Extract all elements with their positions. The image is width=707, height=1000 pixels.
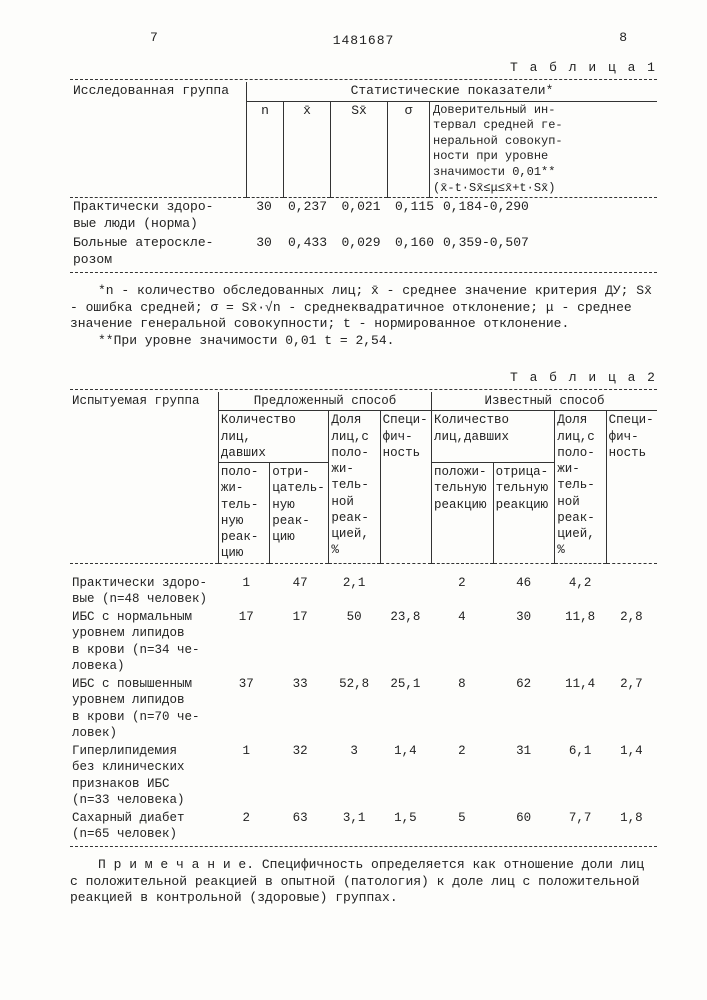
t1-col-x: x̄: [284, 101, 331, 198]
t1-row-sig: 0,115: [389, 198, 440, 234]
t1-row-ci: 0,359-0,507: [440, 234, 657, 270]
t2-cell: 17: [221, 608, 272, 675]
t2-col-pos: поло- жи- тель- ную реак- цию: [218, 463, 269, 564]
t2-col-prop: Предложенный способ: [218, 392, 431, 411]
t2-cell: 1,8: [606, 809, 657, 844]
t1-row-x: 0,433: [282, 234, 333, 270]
t2-col-share: Доля лиц,с поло- жи- тель- ной реак- цие…: [329, 411, 380, 563]
t2-cell: 50: [328, 608, 379, 675]
t1-row-x: 0,237: [282, 198, 333, 234]
t1-col-n: n: [247, 101, 284, 198]
t2-cell: 8: [431, 675, 493, 742]
t2-row-group: ИБС с повышенным уровнем липидов в крови…: [70, 675, 221, 742]
divider: [70, 846, 657, 847]
t2-row-group: Практически здоро- вые (n=48 человек): [70, 574, 221, 609]
table2-header: Испытуемая группа Предложенный способ Из…: [70, 392, 657, 564]
t1-col-ci: Доверительный ин- тервал средней ге- нер…: [430, 101, 658, 198]
t2-cell: 63: [272, 809, 329, 844]
divider: [70, 272, 657, 273]
t2-cell: 2: [431, 574, 493, 609]
table1: Исследованная группа Статистические пока…: [70, 82, 657, 198]
divider: [70, 389, 657, 390]
t2-cell: 32: [272, 742, 329, 809]
t1-row-n: 30: [246, 198, 282, 234]
t1-note2: **При уровне значимости 0,01 t = 2,54.: [70, 333, 657, 350]
t2-cell: 2: [431, 742, 493, 809]
t2-cell: 17: [272, 608, 329, 675]
t2-cell: [380, 574, 431, 609]
t2-cell: 30: [493, 608, 555, 675]
t2-col-neg2: отрица- тельную реакцию: [493, 463, 555, 564]
t1-row-ci: 0,184-0,290: [440, 198, 657, 234]
table2-note: П р и м е ч а н и е. Специфичность опред…: [70, 857, 657, 908]
t2-cell: 1,4: [380, 742, 431, 809]
t1-row-s: 0,021: [333, 198, 389, 234]
t1-col-group: Исследованная группа: [70, 82, 247, 198]
divider: [70, 79, 657, 80]
t2-row-group: ИБС с нормальным уровнем липидов в крови…: [70, 608, 221, 675]
t2-col-count2: Количество лиц,давших: [432, 411, 555, 463]
t2-cell: 4: [431, 608, 493, 675]
t1-col-sig: σ: [388, 101, 430, 198]
t2-cell: 6,1: [554, 742, 605, 809]
t2-col-spec: Специ- фич- ность: [380, 411, 431, 563]
t2-cell: 2,1: [328, 574, 379, 609]
t2-cell: 31: [493, 742, 555, 809]
t1-row-sig: 0,160: [389, 234, 440, 270]
t2-cell: 33: [272, 675, 329, 742]
page-left: 7: [150, 30, 158, 47]
t2-col-known: Известный способ: [432, 392, 657, 411]
t1-row-n: 30: [246, 234, 282, 270]
t1-col-stats: Статистические показатели*: [247, 82, 658, 101]
table2-title: Т а б л и ц а 2: [70, 370, 657, 387]
t2-row-group: Гиперлипидемия без клинических признаков…: [70, 742, 221, 809]
t2-cell: 62: [493, 675, 555, 742]
t2-col-pos2: положи- тельную реакцию: [432, 463, 494, 564]
table1-rows: Практически здоро- вые люди (норма) 30 0…: [70, 198, 657, 270]
t2-col-share2: Доля лиц,с поло- жи- тель- ной реак- цие…: [555, 411, 606, 563]
table2-rows: Практически здоро- вые (n=48 человек) 1 …: [70, 574, 657, 844]
t2-cell: 25,1: [380, 675, 431, 742]
t2-col-spec2: Специ- фич- ность: [606, 411, 657, 563]
t2-col-group: Испытуемая группа: [70, 392, 218, 563]
t2-col-neg: отри- цатель- ную реак- цию: [270, 463, 329, 564]
t2-cell: 23,8: [380, 608, 431, 675]
t2-cell: 5: [431, 809, 493, 844]
t2-cell: 46: [493, 574, 555, 609]
t2-cell: 1: [221, 574, 272, 609]
table1-title: Т а б л и ц а 1: [70, 60, 657, 77]
t2-cell: 2,8: [606, 608, 657, 675]
t1-row-s: 0,029: [333, 234, 389, 270]
t2-cell: [606, 574, 657, 609]
t2-row-group: Сахарный диабет (n=65 человек): [70, 809, 221, 844]
t2-cell: 60: [493, 809, 555, 844]
t2-cell: 2,7: [606, 675, 657, 742]
t2-col-count: Количество лиц, давших: [218, 411, 328, 463]
t2-cell: 7,7: [554, 809, 605, 844]
table1-footnote: *n - количество обследованных лиц; x̄ - …: [70, 283, 657, 351]
t1-col-s: Sx̄: [331, 101, 388, 198]
t1-note1: *n - количество обследованных лиц; x̄ - …: [70, 283, 657, 334]
t2-cell: 1,4: [606, 742, 657, 809]
t2-cell: 37: [221, 675, 272, 742]
t1-row-group: Больные атероскле- розом: [70, 234, 246, 270]
t2-cell: 2: [221, 809, 272, 844]
t2-cell: 1: [221, 742, 272, 809]
t2-cell: 47: [272, 574, 329, 609]
t2-cell: 3,1: [328, 809, 379, 844]
t2-cell: 3: [328, 742, 379, 809]
t2-cell: 1,5: [380, 809, 431, 844]
t2-cell: 4,2: [554, 574, 605, 609]
page-right: 8: [619, 30, 627, 47]
t2-cell: 11,4: [554, 675, 605, 742]
t1-row-group: Практически здоро- вые люди (норма): [70, 198, 246, 234]
document-number: 1481687: [70, 33, 657, 50]
t2-cell: 52,8: [328, 675, 379, 742]
t2-cell: 11,8: [554, 608, 605, 675]
